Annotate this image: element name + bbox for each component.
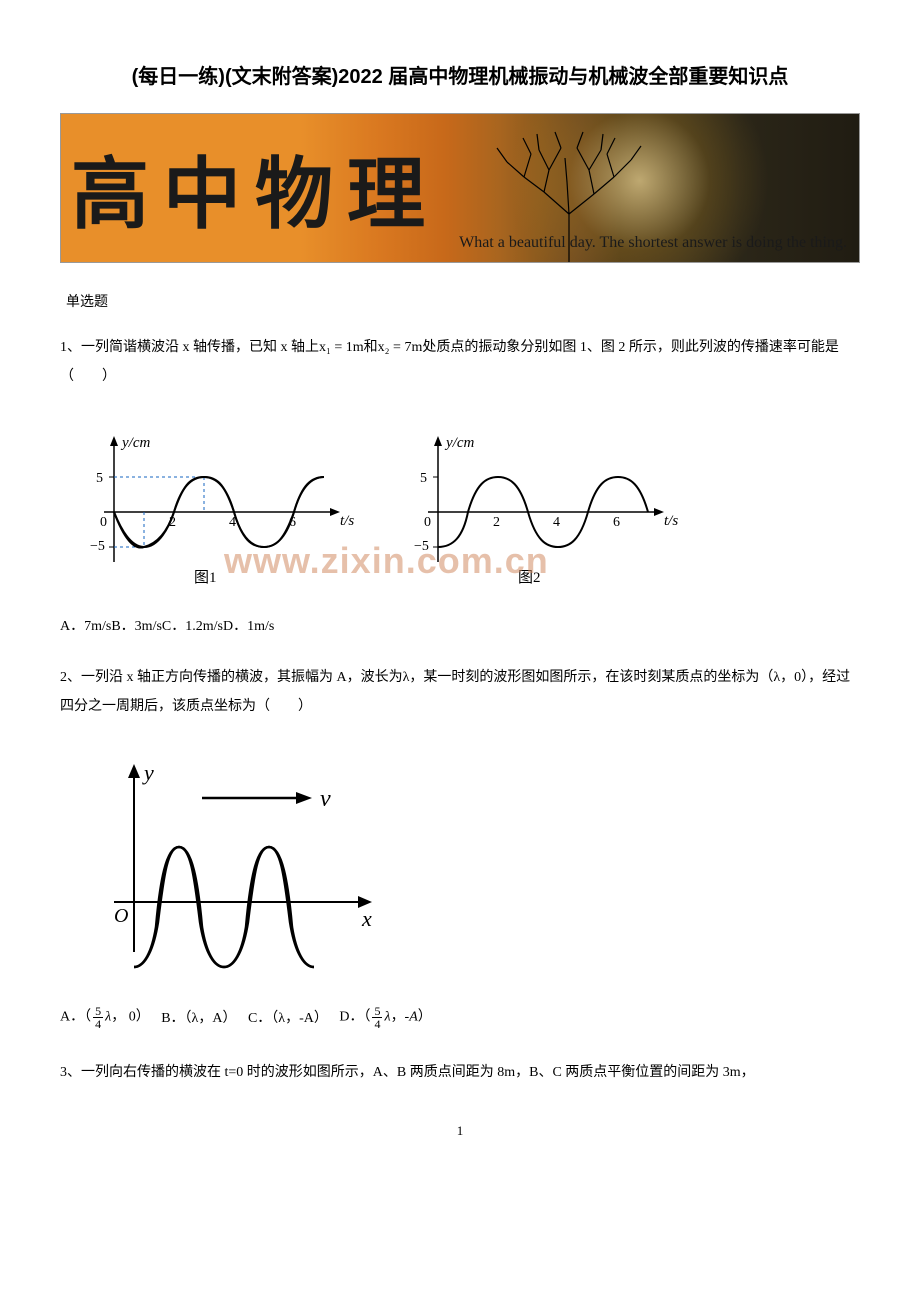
q1-figure-row: y/cm t/s 5 0 −5 2 4 6 图1 (84, 422, 860, 597)
q2-a-den: 4 (93, 1018, 103, 1030)
q2-d-num: 5 (372, 1005, 382, 1018)
page-title: (每日一练)(文末附答案)2022 届高中物理机械振动与机械波全部重要知识点 (60, 60, 860, 89)
banner-chinese-text: 高中物理 (71, 132, 439, 244)
q2-option-b: B．（λ，A） (161, 1007, 236, 1027)
chart1-ytick-neg5: −5 (90, 539, 105, 554)
q2-a-fraction: 54 (93, 1005, 103, 1030)
question-2-text: 2、一列沿 x 轴正方向传播的横波，其振幅为 A，波长为λ，某一时刻的波形图如图… (60, 663, 860, 722)
question-3-text: 3、一列向右传播的横波在 t=0 时的波形如图所示，A、B 两质点间距为 8m，… (60, 1058, 860, 1087)
chart1-ylabel: y/cm (120, 435, 150, 451)
banner-english-text: What a beautiful day. The shortest answe… (459, 234, 847, 252)
q2-xlabel: x (361, 906, 372, 931)
q2-option-d: D．（54λ，-A） (339, 1005, 431, 1030)
chart1-ytick-5: 5 (96, 471, 103, 486)
chart2-xtick-2: 2 (493, 515, 500, 530)
q2-origin: O (114, 905, 128, 927)
q2-options: A．（54λ， 0） B．（λ，A） C．（λ，-A） D．（54λ，-A） (60, 1005, 860, 1030)
q2-option-c: C．（λ，-A） (248, 1007, 328, 1027)
chart2-ytick-5: 5 (420, 471, 427, 486)
q2-d-prefix: D．（ (339, 1009, 370, 1024)
q2-a-num: 5 (93, 1005, 103, 1018)
watermark-text: www.zixin.com.cn (224, 540, 549, 582)
chart2-ytick-0: 0 (424, 515, 431, 530)
q2-a-prefix: A．（ (60, 1009, 91, 1024)
chart2-xtick-4: 4 (553, 515, 560, 530)
question-1-text: 1、一列简谐横波沿 x 轴传播，已知 x 轴上x₁ = 1m和x₂ = 7m处质… (60, 333, 860, 392)
q2-ylabel: y (142, 760, 154, 785)
page-number: 1 (60, 1123, 860, 1139)
q2-vlabel: v (320, 786, 331, 812)
q2-figure: y x O v (84, 752, 860, 987)
banner: 高中物理 What a beautiful day. The shortest … (60, 113, 860, 263)
q2-chart: y x O v (84, 752, 384, 982)
chart1-caption: 图1 (194, 569, 217, 586)
chart2-xlabel: t/s (664, 513, 678, 529)
q2-d-fraction: 54 (372, 1005, 382, 1030)
q2-option-a: A．（54λ， 0） (60, 1005, 150, 1030)
q2-d-den: 4 (372, 1018, 382, 1030)
q1-options: A．7m/sB．3m/sC．1.2m/sD．1m/s (60, 615, 860, 635)
chart1-xlabel: t/s (340, 513, 354, 529)
chart2-ylabel: y/cm (444, 435, 474, 451)
chart1-ytick-0: 0 (100, 515, 107, 530)
chart2-xtick-6: 6 (613, 515, 620, 530)
section-label: 单选题 (60, 291, 860, 311)
